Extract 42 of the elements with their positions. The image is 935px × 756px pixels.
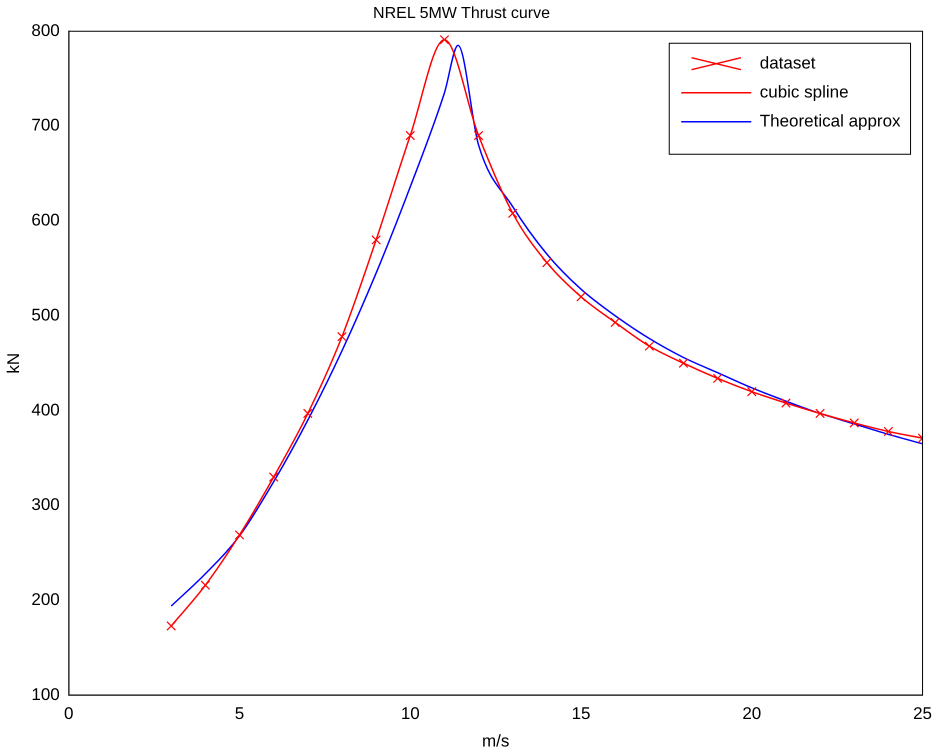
x-tick-label: 15 [572, 704, 590, 724]
point [166, 621, 176, 631]
y-axis-title: kN [4, 352, 23, 374]
point [644, 341, 654, 351]
point [610, 318, 620, 328]
point [746, 386, 757, 396]
y-tick-label: 500 [31, 305, 60, 324]
y-tick-label: 700 [31, 116, 60, 135]
point [576, 292, 586, 302]
point [542, 258, 552, 268]
point [849, 418, 860, 428]
point [508, 208, 518, 218]
y-tick-label: 200 [31, 590, 60, 610]
chart-title: NREL 5MW Thrust curve [373, 5, 550, 22]
point [781, 398, 791, 408]
point [815, 408, 825, 418]
point [712, 374, 722, 384]
point [268, 472, 279, 482]
y-tick-label: 600 [31, 210, 60, 230]
point [678, 358, 688, 368]
x-tick-label: 0 [64, 704, 74, 724]
x-tick-label: 20 [742, 704, 762, 724]
legend-label: dataset [760, 53, 816, 72]
legend-label: Theoretical approx [760, 111, 902, 130]
point [371, 235, 381, 245]
x-tick-label: 10 [400, 704, 420, 724]
point [405, 130, 416, 140]
point [234, 530, 244, 540]
y-tick-label: 100 [31, 684, 60, 704]
legend-label: cubic spline [760, 82, 849, 102]
point [200, 580, 210, 590]
x-tick-label: 5 [234, 704, 244, 724]
y-tick-label: 300 [31, 495, 60, 514]
y-tick-label: 400 [31, 400, 60, 420]
point [337, 332, 347, 342]
x-tick-label: 25 [913, 704, 932, 724]
point [884, 426, 894, 436]
x-axis-title: m/s [482, 731, 510, 750]
point [474, 130, 484, 140]
y-tick-label: 800 [31, 20, 60, 40]
point [440, 34, 450, 45]
point [302, 408, 313, 418]
